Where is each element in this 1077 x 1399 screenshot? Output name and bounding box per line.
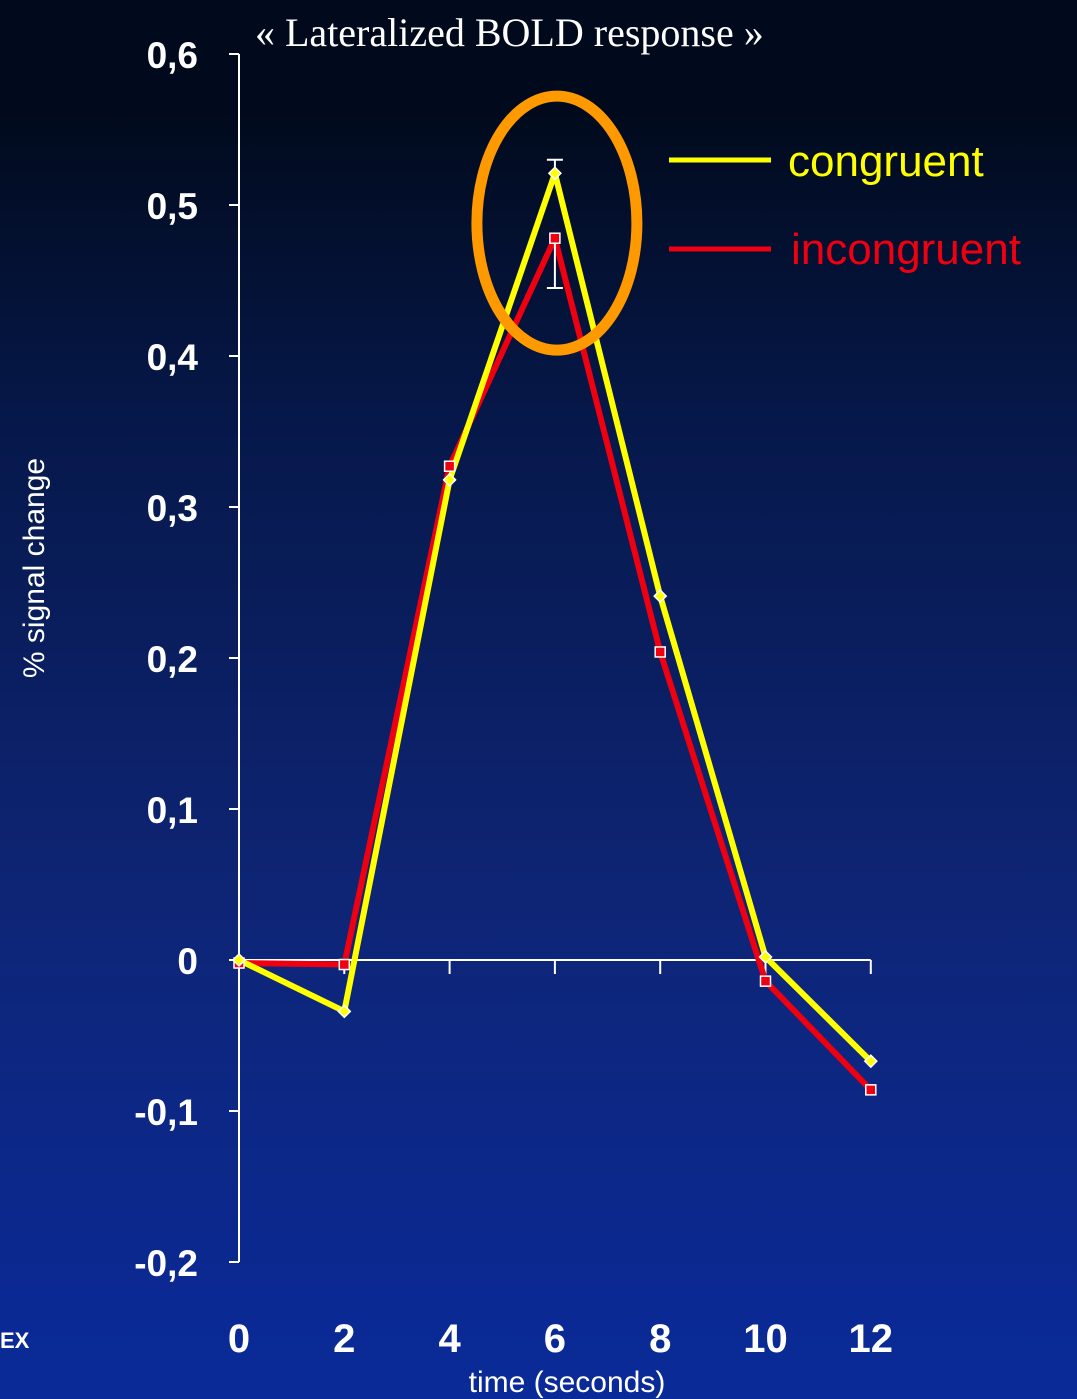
- point-incongruent: [338, 958, 351, 971]
- series: [231, 158, 878, 1096]
- point-congruent: [442, 472, 457, 487]
- point-congruent: [863, 1054, 878, 1069]
- series-line-congruent: [236, 170, 874, 1065]
- point-incongruent: [759, 975, 772, 987]
- point-congruent: [547, 166, 562, 181]
- point-incongruent: [443, 460, 456, 472]
- x-tick-label: 2: [333, 1317, 355, 1361]
- point-congruent: [653, 589, 668, 604]
- y-axis: 0,6 0,5 0,4 0,3 0,2 0,1 0 -0,1 -0,2: [134, 35, 240, 1284]
- highlight-ellipse: [471, 90, 643, 356]
- legend: congruent incongruent: [669, 137, 1021, 274]
- y-tick-label: 0,4: [147, 337, 199, 378]
- x-tick-label: 12: [849, 1317, 894, 1361]
- x-tick-label: 10: [743, 1317, 788, 1361]
- highlight: [471, 90, 643, 356]
- point-incongruent: [549, 232, 561, 244]
- y-tick-label: 0,2: [147, 639, 198, 680]
- legend-label-congruent: congruent: [788, 137, 984, 186]
- point-congruent: [231, 952, 247, 968]
- x-tick-label: 8: [649, 1317, 671, 1361]
- y-tick-label: 0,1: [147, 790, 198, 831]
- x-axis: 0 2 4 6 8 10 12: [228, 959, 894, 1361]
- x-axis-label: time (seconds): [469, 1366, 666, 1399]
- y-tick-label: 0: [177, 941, 198, 982]
- x-tick-label: 4: [438, 1317, 461, 1361]
- point-incongruent: [865, 1084, 877, 1096]
- point-incongruent: [654, 646, 666, 658]
- legend-label-incongruent: incongruent: [791, 225, 1021, 274]
- y-tick-label: -0,1: [134, 1092, 198, 1133]
- y-axis-label: % signal change: [18, 458, 51, 678]
- y-tick-label: -0,2: [134, 1243, 198, 1284]
- corner-text: EX: [0, 1328, 30, 1353]
- x-tick-label: 6: [544, 1317, 566, 1361]
- chart-title: « Lateralized BOLD response »: [255, 10, 764, 55]
- y-tick-label: 0,6: [147, 35, 198, 76]
- point-congruent: [758, 949, 773, 965]
- x-tick-label: 0: [228, 1317, 250, 1361]
- y-tick-label: 0,3: [147, 488, 198, 529]
- point-congruent: [337, 1004, 352, 1019]
- y-tick-label: 0,5: [147, 186, 198, 227]
